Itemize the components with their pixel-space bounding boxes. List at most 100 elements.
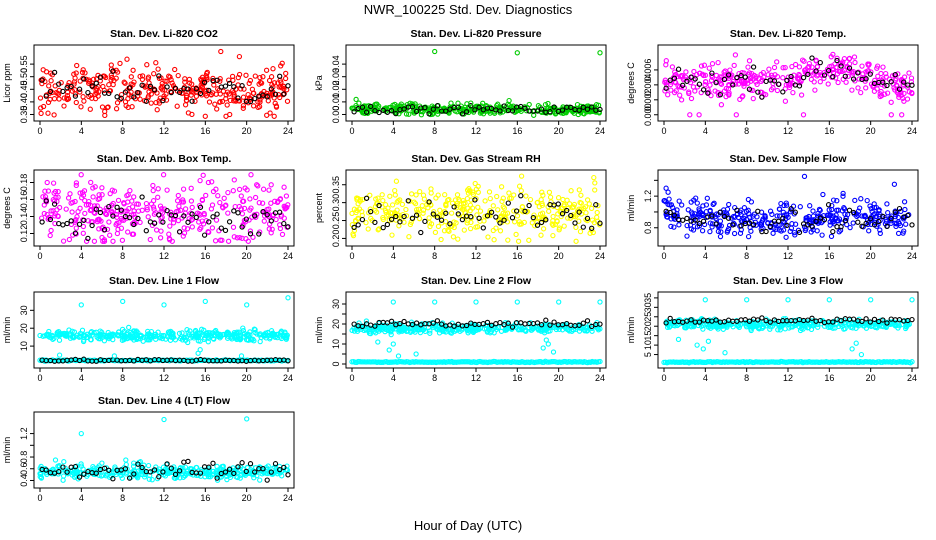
panel-4-point bbox=[221, 195, 227, 201]
panel-4-point bbox=[230, 188, 236, 194]
panel-4-reference-point bbox=[85, 235, 91, 242]
panel-7-point bbox=[277, 334, 284, 340]
panel-4-reference-point bbox=[106, 203, 112, 210]
panel-1-point bbox=[79, 69, 86, 76]
panel-6-point bbox=[867, 203, 873, 209]
panel-4-point bbox=[63, 206, 69, 212]
panel-5-point bbox=[392, 187, 398, 194]
panel-1-point bbox=[210, 75, 216, 82]
panel-4-point bbox=[283, 193, 290, 199]
panel-4-point bbox=[80, 223, 87, 230]
panel-7-point bbox=[155, 329, 161, 335]
panel-6-reference-point bbox=[667, 209, 673, 216]
panel-8-reference-point bbox=[534, 320, 541, 326]
panel-1-reference-point bbox=[172, 85, 179, 92]
panel-4-reference-point bbox=[101, 227, 108, 233]
panel-6-point bbox=[715, 228, 722, 235]
panel-1-point bbox=[270, 66, 276, 72]
panel-7-point bbox=[79, 327, 86, 333]
panel-4-point bbox=[238, 193, 244, 199]
panel-3-reference-point bbox=[713, 79, 719, 86]
panel-3-point bbox=[709, 72, 715, 79]
panel-10-point bbox=[60, 477, 66, 483]
panel-5-point bbox=[477, 208, 484, 214]
panel-5-point bbox=[578, 192, 584, 198]
panel-1-point bbox=[156, 75, 163, 82]
panel-4-reference-point bbox=[176, 229, 183, 235]
panel-9-reference-point bbox=[759, 315, 765, 321]
panel-10-point bbox=[38, 463, 44, 470]
panel-5-point bbox=[594, 214, 600, 220]
panel-7-point bbox=[46, 328, 52, 335]
panel-6-point bbox=[885, 210, 891, 216]
panel-4-point bbox=[220, 205, 226, 211]
panel-4-point bbox=[155, 194, 161, 200]
panel-9-y-tick-label: 10 bbox=[643, 340, 653, 350]
panel-4-point bbox=[250, 234, 256, 240]
panel-8-point bbox=[528, 327, 534, 333]
panel-2-reference-point bbox=[368, 103, 374, 110]
panel-1-point bbox=[40, 67, 46, 73]
panel-4-point bbox=[99, 192, 105, 198]
panel-9-y-tick-label: 20 bbox=[643, 321, 653, 331]
panel-3-point bbox=[855, 85, 861, 91]
panel-8-outlier-point bbox=[390, 299, 396, 305]
panel-7-point bbox=[109, 332, 115, 338]
panel-4-y-tick-label: 0.14 bbox=[19, 208, 29, 226]
panel-3-x-tick-label: 0 bbox=[661, 126, 666, 136]
panel-5-title: Stan. Dev. Gas Stream RH bbox=[411, 153, 540, 165]
panel-10-reference-point bbox=[214, 475, 220, 481]
panel-5-point bbox=[431, 209, 437, 215]
panel-3-point bbox=[678, 73, 685, 79]
panel-5-point bbox=[549, 221, 555, 227]
panel-4-point bbox=[181, 225, 187, 231]
panel-5-point bbox=[539, 202, 546, 208]
panel-3-point bbox=[906, 70, 912, 76]
panel-3-point bbox=[751, 72, 757, 79]
panel-6-point bbox=[900, 216, 907, 222]
panel-6-point bbox=[835, 207, 841, 213]
panel-10-reference-point bbox=[93, 470, 99, 476]
panel-5-point bbox=[373, 196, 379, 202]
panel-4-point bbox=[196, 219, 202, 225]
panel-1-point bbox=[172, 66, 178, 73]
panel-9-y-tick-label: 15 bbox=[643, 331, 653, 341]
panel-5-point bbox=[354, 207, 360, 214]
panel-9-reference-point bbox=[767, 319, 773, 325]
panel-4-point bbox=[40, 194, 46, 200]
panel-1-point bbox=[129, 104, 135, 110]
panel-5-point bbox=[538, 232, 544, 238]
panel-3-point bbox=[683, 69, 689, 75]
panel-2-outlier-point bbox=[432, 48, 438, 55]
panel-7-point bbox=[270, 330, 276, 336]
panel-9-reference-point bbox=[713, 317, 719, 323]
panel-5-point bbox=[531, 212, 537, 218]
panel-5-point bbox=[498, 184, 505, 190]
panel-10-point bbox=[149, 477, 155, 483]
panel-7-point bbox=[148, 328, 155, 335]
panel-4-point bbox=[125, 192, 131, 198]
panel-5-reference-point bbox=[505, 200, 511, 206]
panel-7-point bbox=[224, 330, 230, 336]
panel-1-point bbox=[92, 95, 99, 102]
panel-4-point bbox=[241, 205, 248, 212]
panel-4-x-tick-label: 0 bbox=[37, 251, 42, 261]
panel-8-point bbox=[459, 325, 465, 331]
panel-4-point bbox=[209, 179, 215, 185]
panel-5-x-tick-label: 4 bbox=[391, 251, 396, 261]
panel-1-reference-point bbox=[143, 98, 149, 104]
panel-6-outlier-point bbox=[801, 173, 808, 180]
panel-1-point bbox=[186, 76, 193, 83]
panel-6-point bbox=[858, 196, 864, 202]
panel-7-point bbox=[127, 332, 133, 339]
panel-7-outlier-point bbox=[285, 295, 291, 301]
panel-5-point bbox=[571, 204, 577, 210]
panel-7-point bbox=[56, 337, 63, 343]
panel-6-point bbox=[902, 206, 908, 213]
panel-9-reference-point bbox=[746, 318, 753, 324]
panel-6-point bbox=[834, 198, 840, 204]
panel-5-point bbox=[576, 187, 582, 193]
panel-3-reference-point bbox=[671, 75, 678, 81]
panel-5-point bbox=[472, 180, 478, 187]
panel-6-outlier-point bbox=[663, 185, 669, 191]
